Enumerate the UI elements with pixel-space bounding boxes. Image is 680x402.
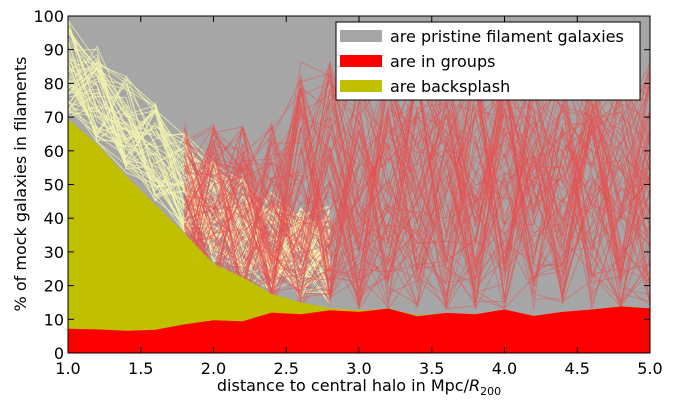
x-tick-label: 4.5: [565, 359, 590, 378]
y-tick-label: 50: [44, 176, 64, 195]
legend: are pristine filament galaxies are in gro…: [335, 21, 641, 101]
legend-label: are in groups: [390, 52, 495, 71]
legend-swatch: [340, 80, 382, 92]
x-tick-label: 1.5: [128, 359, 153, 378]
legend-swatch: [340, 30, 382, 42]
group-realization-line: [183, 65, 650, 286]
x-tick-label: 2.0: [201, 359, 226, 378]
x-tick-label: 1.0: [55, 359, 80, 378]
groups-area: [68, 306, 650, 353]
legend-label: are backsplash: [390, 77, 510, 96]
x-tick-label: 5.0: [637, 359, 662, 378]
y-tick-label: 0: [54, 344, 64, 363]
legend-swatch: [340, 55, 382, 67]
group-realization-line: [184, 62, 650, 283]
y-axis-ticks: 0 10 20 30 40 50 60 70 80 90 100: [33, 7, 650, 363]
group-realization-line: [184, 80, 650, 299]
y-axis-label: % of mock galaxies in filaments: [11, 57, 30, 312]
y-tick-label: 80: [44, 74, 64, 93]
group-realization-line: [184, 81, 650, 299]
y-tick-label: 90: [44, 41, 64, 60]
y-tick-label: 70: [44, 108, 64, 127]
group-realization-line: [183, 60, 650, 306]
x-tick-label: 3.0: [346, 359, 371, 378]
y-tick-label: 100: [33, 7, 64, 26]
group-realization-line: [183, 59, 650, 304]
group-realization-line: [183, 70, 650, 307]
legend-label: are pristine filament galaxies: [390, 27, 624, 46]
group-realization-line: [183, 65, 650, 308]
group-realization-line: [183, 60, 650, 307]
y-tick-label: 20: [44, 277, 64, 296]
x-axis-label: distance to central halo in Mpc/R200: [217, 376, 501, 397]
group-realization-line: [184, 65, 650, 294]
backsplash-realization-line: [68, 79, 331, 276]
group-realization-line: [183, 117, 650, 294]
group-realization-line: [184, 107, 650, 308]
legend-box: [335, 21, 641, 101]
x-axis-ticks: 1.0 1.5 2.0 2.5 3.0 3.5 4.0 4.5 5.0: [55, 16, 663, 378]
x-tick-label: 4.0: [492, 359, 517, 378]
y-tick-label: 30: [44, 243, 64, 262]
group-realization-line: [184, 77, 650, 297]
group-realization-line: [184, 58, 650, 310]
y-tick-label: 10: [44, 310, 64, 329]
group-realization-line: [183, 65, 650, 307]
x-tick-label: 3.5: [419, 359, 444, 378]
group-realization-line: [183, 64, 650, 295]
y-tick-label: 40: [44, 209, 64, 228]
y-tick-label: 60: [44, 142, 64, 161]
x-tick-label: 2.5: [274, 359, 299, 378]
group-realization-line: [183, 72, 650, 303]
backsplash-area: [68, 119, 650, 353]
